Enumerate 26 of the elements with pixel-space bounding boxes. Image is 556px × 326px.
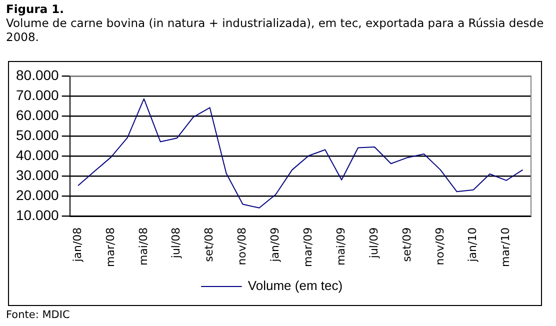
- y-tick-label: 60.000: [16, 106, 60, 123]
- x-tick-label: set/08: [202, 227, 216, 262]
- y-tick-label: 30.000: [16, 167, 60, 184]
- x-tick-label: nov/09: [433, 227, 446, 266]
- x-tick-label: jul/09: [367, 227, 380, 260]
- legend-label: Volume (em tec): [248, 278, 343, 294]
- chart-title: Figura 1.: [6, 2, 66, 16]
- x-tick-label: jul/08: [170, 227, 183, 260]
- x-tick-label: set/09: [400, 227, 414, 262]
- y-tick-label: 80.000: [16, 66, 60, 83]
- source-note: Fonte: MDIC: [6, 309, 70, 321]
- x-tick-label: mai/08: [136, 227, 150, 266]
- x-tick-label: jan/09: [268, 227, 282, 263]
- x-tick-label: jan/10: [466, 227, 480, 263]
- y-tick-label: 40.000: [16, 147, 60, 164]
- x-tick-label: mar/09: [302, 227, 315, 268]
- y-tick-label: 70.000: [16, 86, 60, 103]
- x-tick-label: jan/08: [70, 227, 84, 263]
- x-tick-label: mar/08: [104, 227, 117, 268]
- x-tick-label: mai/09: [334, 227, 348, 266]
- y-tick-label: 20.000: [16, 187, 60, 204]
- chart-subtitle: Volume de carne bovina (in natura + industrializada), em tec, exportada para a Rússia desde 2008.: [6, 16, 545, 44]
- y-tick-label: 50.000: [16, 126, 60, 143]
- x-tick-label: nov/08: [236, 227, 249, 266]
- y-tick-label: 10.000: [16, 207, 60, 224]
- x-tick-label: mar/10: [499, 227, 512, 268]
